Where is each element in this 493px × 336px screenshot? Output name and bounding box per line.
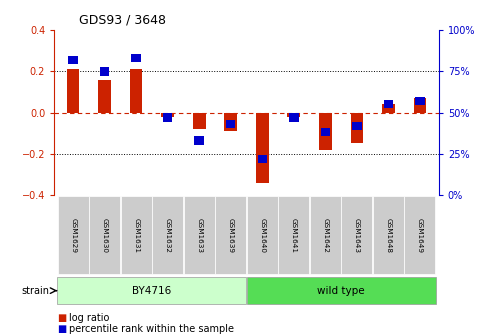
Text: GSM1631: GSM1631: [133, 218, 139, 253]
Bar: [256, 113, 269, 182]
Bar: [319, 113, 332, 150]
Bar: [289, 113, 298, 122]
Bar: [414, 98, 426, 113]
Bar: [195, 136, 204, 145]
Bar: [163, 113, 173, 122]
Bar: [351, 113, 363, 143]
Bar: [384, 100, 393, 109]
Bar: [373, 197, 404, 274]
Text: wild type: wild type: [317, 286, 365, 296]
Bar: [89, 197, 120, 274]
Text: GSM1642: GSM1642: [322, 218, 328, 253]
Text: strain: strain: [21, 286, 49, 296]
Bar: [67, 69, 79, 113]
Bar: [341, 197, 372, 274]
Text: GSM1639: GSM1639: [228, 218, 234, 253]
Bar: [100, 67, 109, 76]
Text: GSM1643: GSM1643: [354, 218, 360, 253]
Text: GDS93 / 3648: GDS93 / 3648: [79, 14, 166, 27]
Bar: [130, 69, 142, 113]
Bar: [224, 113, 237, 131]
Bar: [415, 97, 424, 105]
Bar: [404, 197, 435, 274]
Text: GSM1633: GSM1633: [196, 218, 202, 253]
Bar: [132, 54, 141, 62]
Bar: [320, 128, 330, 136]
Bar: [99, 80, 111, 113]
Bar: [58, 197, 89, 274]
Bar: [226, 120, 236, 128]
Text: percentile rank within the sample: percentile rank within the sample: [69, 324, 234, 334]
Bar: [310, 197, 341, 274]
Bar: [279, 197, 309, 274]
Text: GSM1641: GSM1641: [291, 218, 297, 253]
Text: GSM1629: GSM1629: [70, 218, 76, 253]
Text: GSM1632: GSM1632: [165, 218, 171, 253]
Bar: [161, 113, 174, 117]
Bar: [121, 197, 152, 274]
Bar: [246, 277, 436, 304]
Text: ■: ■: [57, 312, 66, 323]
Bar: [382, 104, 394, 113]
Bar: [184, 197, 214, 274]
Text: GSM1640: GSM1640: [259, 218, 265, 253]
Text: GSM1649: GSM1649: [417, 218, 423, 253]
Bar: [352, 122, 361, 130]
Bar: [247, 197, 278, 274]
Bar: [57, 277, 246, 304]
Bar: [193, 113, 206, 129]
Bar: [257, 155, 267, 163]
Text: BY4716: BY4716: [132, 286, 172, 296]
Bar: [69, 56, 78, 64]
Bar: [215, 197, 246, 274]
Text: log ratio: log ratio: [69, 312, 109, 323]
Text: ■: ■: [57, 324, 66, 334]
Bar: [152, 197, 183, 274]
Text: GSM1630: GSM1630: [102, 218, 107, 253]
Text: GSM1648: GSM1648: [386, 218, 391, 253]
Bar: [287, 113, 300, 117]
